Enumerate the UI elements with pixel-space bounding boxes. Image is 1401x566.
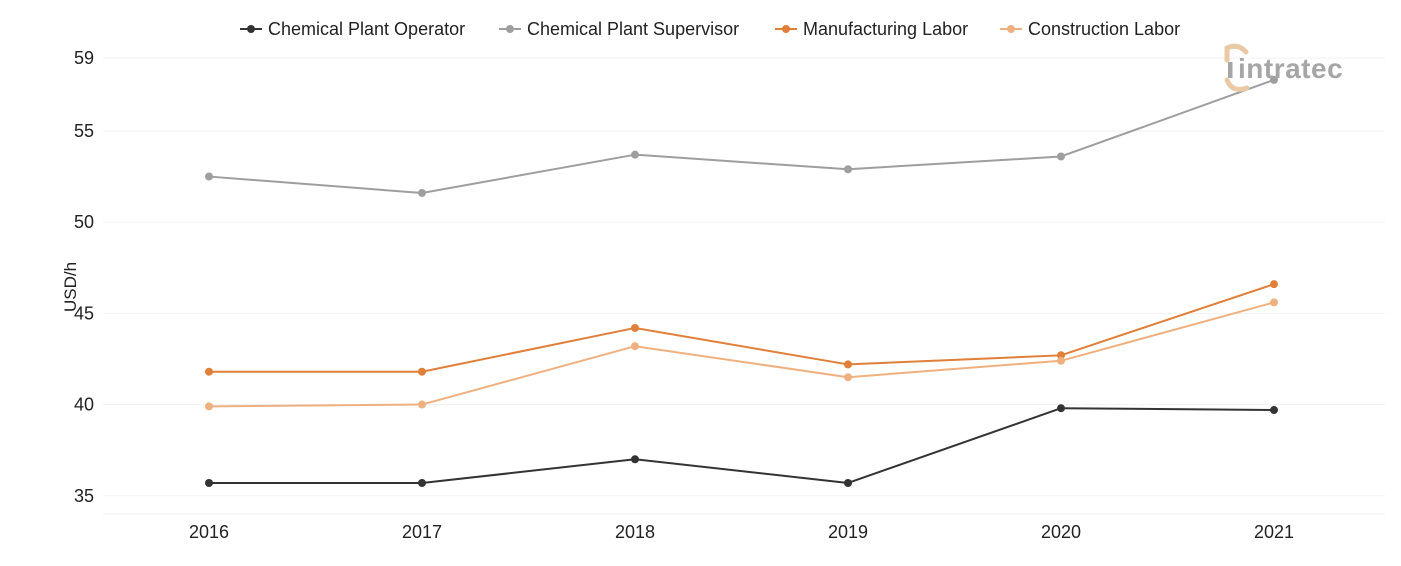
y-axis-title: USD/h [61, 262, 80, 312]
series-line [209, 283, 1275, 373]
series-2 [205, 280, 1278, 376]
data-point[interactable] [1057, 351, 1065, 360]
x-axis: 2016 2017 2018 2019 2020 2021 [189, 522, 1294, 542]
data-point[interactable] [1057, 356, 1065, 365]
data-point[interactable] [1270, 280, 1278, 289]
legend-item[interactable]: Manufacturing Labor [775, 19, 968, 39]
legend-item[interactable]: Chemical Plant Supervisor [499, 19, 739, 39]
data-point[interactable] [418, 400, 426, 409]
data-point[interactable] [844, 360, 852, 369]
data-point[interactable] [631, 150, 639, 159]
data-point[interactable] [205, 367, 213, 376]
x-tick-label: 2018 [615, 522, 655, 542]
legend-item[interactable]: Chemical Plant Operator [240, 19, 465, 39]
y-tick-label: 50 [74, 212, 94, 232]
series-line [208, 78, 1275, 194]
x-tick-label: 2019 [828, 522, 868, 542]
series-line [209, 407, 1275, 484]
legend-marker [1007, 25, 1015, 33]
x-tick-label: 2020 [1041, 522, 1081, 542]
series-3 [205, 298, 1278, 411]
series-1 [205, 75, 1278, 197]
legend-label: Chemical Plant Supervisor [527, 19, 739, 39]
legend-marker [782, 25, 790, 33]
data-point[interactable] [1057, 152, 1065, 161]
legend-marker [506, 25, 514, 33]
legend-label: Construction Labor [1028, 19, 1180, 39]
data-point[interactable] [1270, 406, 1278, 415]
data-point[interactable] [418, 367, 426, 376]
legend-item[interactable]: Construction Labor [1000, 19, 1180, 39]
data-point[interactable] [1270, 298, 1278, 307]
data-point[interactable] [631, 323, 639, 332]
y-tick-label: 35 [74, 486, 94, 506]
y-tick-label: 45 [74, 303, 94, 323]
series-line [208, 301, 1275, 408]
y-tick-label: 59 [74, 48, 94, 68]
data-point[interactable] [418, 188, 426, 197]
data-point[interactable] [418, 478, 426, 487]
data-point[interactable] [205, 172, 213, 181]
y-axis: 35 40 45 50 55 59 [74, 48, 94, 506]
x-tick-label: 2021 [1254, 522, 1294, 542]
series-0 [205, 404, 1278, 487]
intratec-logo-icon [1224, 43, 1250, 92]
y-tick-label: 55 [74, 121, 94, 141]
intratec-logo: intratec [1224, 43, 1343, 92]
data-point[interactable] [1270, 75, 1278, 84]
data-point[interactable] [631, 342, 639, 351]
gridlines [103, 57, 1385, 515]
x-tick-label: 2017 [402, 522, 442, 542]
x-tick-label: 2016 [189, 522, 229, 542]
series-lines [205, 75, 1278, 487]
legend-marker [247, 25, 255, 33]
y-tick-label: 40 [74, 395, 94, 415]
legend-label: Chemical Plant Operator [268, 19, 465, 39]
legend-label: Manufacturing Labor [803, 19, 968, 39]
data-point[interactable] [844, 373, 852, 382]
data-point[interactable] [844, 165, 852, 174]
data-point[interactable] [205, 402, 213, 411]
data-point[interactable] [844, 478, 852, 487]
data-point[interactable] [631, 455, 639, 464]
legend[interactable]: Chemical Plant Operator Chemical Plant Su… [240, 19, 1180, 39]
data-point[interactable] [205, 478, 213, 487]
data-point[interactable] [1057, 404, 1065, 413]
logo-text: intratec [1238, 53, 1343, 84]
